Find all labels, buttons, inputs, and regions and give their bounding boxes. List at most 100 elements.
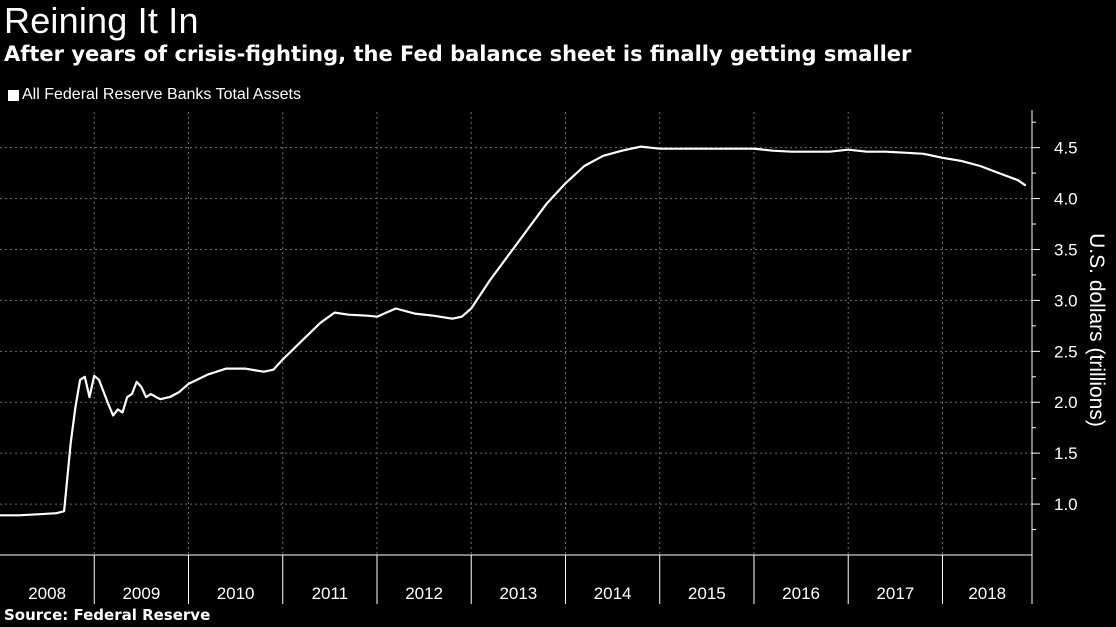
data-point [333,311,336,314]
y-tick-label: 3.5 [1054,240,1078,259]
x-tick-label: 2015 [688,584,726,603]
data-point [979,165,981,167]
data-point [93,375,95,377]
data-point [753,147,755,150]
data-point [84,376,86,378]
data-point [69,442,72,444]
data-point [772,149,774,152]
data-point [112,414,114,417]
data-point [126,396,128,398]
data-point [244,367,246,370]
data-point [922,153,925,155]
y-tick-label: 4.5 [1054,139,1078,158]
data-point [734,147,736,150]
data-point [1017,179,1019,181]
series-line-total-assets [0,145,1027,517]
y-tick-label: 2.5 [1054,342,1078,361]
data-point [187,383,190,385]
data-point [55,512,58,514]
data-point [564,182,567,185]
y-tick-label: 1.0 [1054,495,1078,514]
data-point [866,150,868,153]
data-point [281,358,284,361]
data-point [885,150,887,153]
chart-title: Reining It In [4,0,199,41]
data-point [545,202,548,205]
data-point [828,150,831,153]
data-point [489,279,491,281]
x-tick-label: 2012 [405,584,443,603]
data-point [300,340,303,342]
source-note: Source: Federal Reserve [4,606,211,624]
data-point [621,149,623,152]
data-point [63,510,65,512]
data-point [508,253,510,256]
data-point [395,307,397,310]
data-point [809,150,812,153]
data-point [36,513,39,516]
data-point [159,398,161,401]
data-point [0,514,1,517]
data-point [376,315,378,318]
x-tick-label: 2017 [876,584,914,603]
data-point [117,408,119,411]
legend-label: All Federal Reserve Banks Total Assets [22,86,301,103]
data-point [18,514,20,517]
data-point [107,403,110,406]
data-point [451,317,454,320]
data-point [140,386,143,388]
data-point [640,145,642,148]
data-point [206,373,209,376]
x-tick-label: 2014 [594,584,632,603]
data-point [790,150,793,153]
y-tick-label: 2.0 [1054,393,1078,412]
data-point [998,172,1000,174]
data-point [715,147,718,150]
data-point [225,367,227,370]
x-tick-label: 2011 [312,584,349,603]
chart-subtitle: After years of crisis-fighting, the Fed … [4,42,912,66]
data-point [461,315,463,318]
data-point [178,391,180,393]
data-point [602,155,604,157]
legend: All Federal Reserve Banks Total Assets [8,85,301,105]
x-tick-label: 2010 [217,584,255,603]
data-point [432,314,435,317]
data-point [272,368,275,371]
data-point [121,411,124,414]
y-tick-label: 4.0 [1054,190,1078,209]
data-point [319,322,322,324]
x-tick-label: 2009 [122,584,160,603]
data-point [696,147,699,150]
data-point [677,147,680,150]
data-point [145,396,147,398]
x-tick-label: 2008 [28,584,66,603]
data-point [847,148,849,151]
data-point [960,160,963,162]
data-point [583,165,586,167]
x-tick-label: 2013 [499,584,537,603]
data-point [168,396,171,398]
y-axis-label: U.S. dollars (trillions) [1085,233,1108,427]
data-point [131,393,133,395]
data-point [941,157,944,159]
data-point [347,313,350,316]
data-point [88,396,91,398]
data-point [98,379,100,381]
data-point [1024,184,1027,187]
x-tick-label: 2016 [782,584,820,603]
data-point [263,370,265,373]
data-point [366,314,369,317]
y-tick-label: 3.0 [1054,291,1078,310]
data-point [79,379,81,381]
data-point [470,307,473,310]
data-point [135,381,138,383]
data-point [527,228,529,230]
data-point [150,393,152,395]
data-point [413,312,416,315]
data-point [74,406,77,409]
legend-swatch [8,89,19,101]
x-tick-label: 2018 [968,584,1006,603]
y-tick-label: 1.5 [1054,444,1078,463]
